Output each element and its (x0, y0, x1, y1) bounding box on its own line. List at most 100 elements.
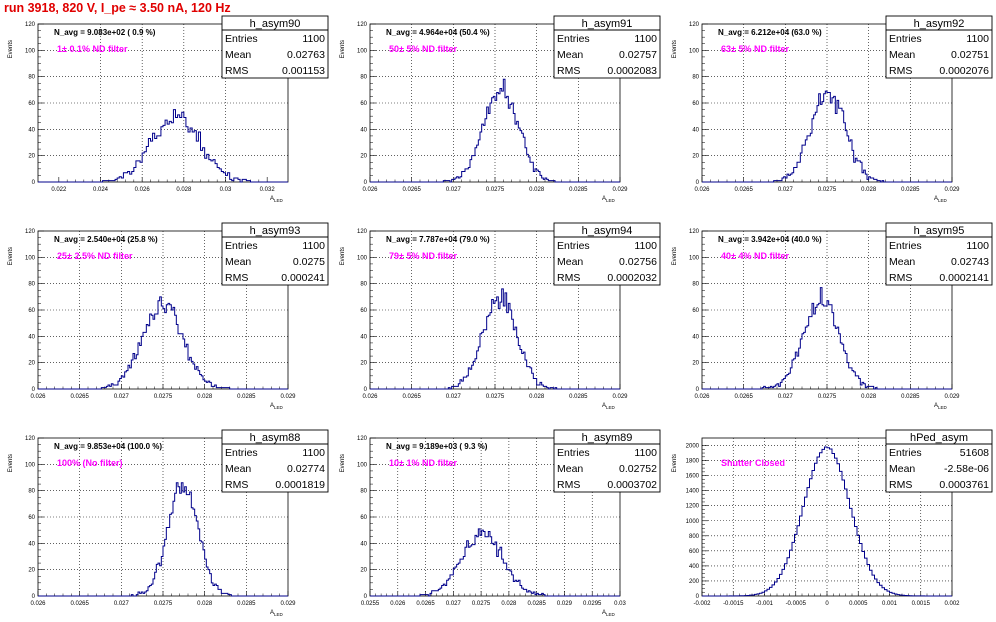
filter-label: Shutter Closed (721, 458, 785, 468)
stats-key-entries: Entries (225, 33, 258, 45)
y-tick-label: 60 (28, 515, 35, 521)
x-tick-label: 0.002 (944, 601, 960, 607)
stats-box (221, 15, 329, 79)
histogram-svg: 0.0255 0.026 0.0265 0.027 0.0275 0.028 0.0285 0… (340, 429, 661, 617)
y-tick-label: 200 (689, 579, 700, 585)
y-axis-title: Events (340, 454, 346, 472)
x-tick-label: 0.03 (220, 187, 232, 193)
filter-label: 25± 2.5% ND filter (57, 251, 133, 261)
y-tick-label: 80 (360, 489, 367, 495)
x-tick-label: 0.026 (694, 187, 710, 193)
stats-title: h_asym95 (914, 225, 965, 237)
histogram-series-line (702, 90, 952, 183)
y-tick-label: 40 (28, 334, 35, 340)
x-axis-title: ALED (270, 610, 284, 617)
histogram-series-line (370, 528, 620, 597)
y-tick-label: 1800 (686, 459, 700, 465)
x-tick-label: 0.029 (280, 394, 296, 400)
n-avg-label: N_avg = 9.853e+04 (100.0 %) (54, 442, 162, 451)
x-tick-label: 0.0265 (416, 601, 435, 607)
x-axis-title-subscript: LED (274, 198, 284, 203)
stats-value-entries: 1100 (966, 33, 989, 45)
x-axis-title-main: A (602, 610, 606, 616)
stats-value-rms: 0.0003761 (939, 479, 989, 491)
x-tick-label: 0.022 (51, 187, 67, 193)
y-tick-label: 0 (364, 594, 368, 600)
y-tick-label: 100 (689, 48, 700, 54)
stats-key-entries: Entries (889, 447, 922, 459)
stats-value-entries: 1100 (302, 240, 325, 252)
x-axis-title-main: A (602, 196, 606, 202)
x-axis-title-subscript: LED (938, 198, 948, 203)
y-tick-label: 40 (360, 127, 367, 133)
x-tick-label: 0.026 (30, 601, 46, 607)
x-tick-label: 0.032 (260, 187, 276, 193)
stats-key-entries: Entries (225, 447, 258, 459)
n-avg-label: N_avg = 6.212e+04 (63.0 %) (718, 28, 822, 37)
y-tick-label: 0 (364, 387, 368, 393)
x-tick-label: 0.026 (362, 394, 378, 400)
x-tick-label: 0.0285 (237, 601, 256, 607)
x-axis-title-subscript: LED (606, 198, 616, 203)
stats-value-mean: 0.02752 (619, 463, 657, 475)
x-tick-label: 0.0285 (527, 601, 546, 607)
y-tick-label: 60 (692, 101, 699, 107)
y-tick-label: 120 (25, 22, 36, 28)
histogram-series-line (38, 109, 288, 183)
histogram-series-line (38, 482, 288, 597)
y-tick-label: 60 (360, 308, 367, 314)
histogram-series-line (702, 287, 952, 390)
stats-box (553, 15, 661, 79)
stats-key-entries: Entries (557, 240, 590, 252)
y-tick-label: 40 (360, 541, 367, 547)
stats-key-rms: RMS (889, 479, 912, 491)
x-tick-label: 0.0265 (402, 394, 421, 400)
histogram-svg: 0.026 0.0265 0.027 0.0275 0.028 0.0285 0.029 0 2… (8, 429, 329, 617)
n-avg-label: N_avg = 7.787e+04 (79.0 %) (386, 235, 490, 244)
stats-key-entries: Entries (557, 447, 590, 459)
x-axis-title: ALED (602, 610, 616, 617)
x-tick-label: 0.029 (280, 601, 296, 607)
n-avg-label: N_avg = 4.964e+04 (50.4 %) (386, 28, 490, 37)
x-tick-label: 0.0275 (472, 601, 491, 607)
stats-title: h_asym92 (914, 18, 965, 30)
x-tick-label: 0.001 (882, 601, 898, 607)
y-tick-label: 600 (689, 549, 700, 555)
stats-key-entries: Entries (557, 33, 590, 45)
x-tick-label: 0.026 (30, 394, 46, 400)
stats-value-rms: 0.0002032 (607, 272, 657, 284)
y-tick-label: 20 (692, 154, 699, 160)
y-tick-label: 120 (689, 22, 700, 28)
histogram-svg: 0.026 0.0265 0.027 0.0275 0.028 0.0285 0.029 0 2… (8, 222, 329, 410)
n-avg-label: N_avg = 9.189e+03 ( 9.3 %) (386, 442, 488, 451)
stats-value-mean: 0.02757 (619, 49, 657, 61)
y-tick-label: 120 (357, 436, 368, 442)
histogram-svg: 0.026 0.0265 0.027 0.0275 0.028 0.0285 0.029 0 2… (672, 15, 993, 203)
stats-value-mean: 0.02751 (951, 49, 989, 61)
x-tick-label: 0.026 (362, 187, 378, 193)
x-tick-label: 0.028 (529, 187, 545, 193)
filter-label: 10± 1% ND filter (389, 458, 457, 468)
x-axis-title: ALED (602, 196, 616, 203)
stats-box (221, 429, 329, 493)
x-axis-title-main: A (934, 403, 938, 409)
stats-key-rms: RMS (889, 272, 912, 284)
stats-value-mean: 0.02743 (951, 256, 989, 268)
stats-value-mean: 0.02756 (619, 256, 657, 268)
y-tick-label: 40 (692, 334, 699, 340)
stats-value-mean: 0.02763 (287, 49, 325, 61)
x-tick-label: 0.0265 (734, 394, 753, 400)
x-tick-label: 0 (825, 601, 829, 607)
x-tick-label: 0.0015 (912, 601, 931, 607)
x-axis-title: ALED (602, 403, 616, 410)
x-tick-label: 0.028 (501, 601, 517, 607)
x-tick-label: 0.027 (446, 187, 462, 193)
y-tick-label: 20 (692, 361, 699, 367)
x-tick-label: 0.027 (778, 187, 794, 193)
stats-key-mean: Mean (889, 49, 915, 61)
stats-key-mean: Mean (557, 49, 583, 61)
x-tick-label: 0.0265 (70, 601, 89, 607)
x-tick-label: 0.0265 (734, 187, 753, 193)
y-tick-label: 60 (360, 515, 367, 521)
